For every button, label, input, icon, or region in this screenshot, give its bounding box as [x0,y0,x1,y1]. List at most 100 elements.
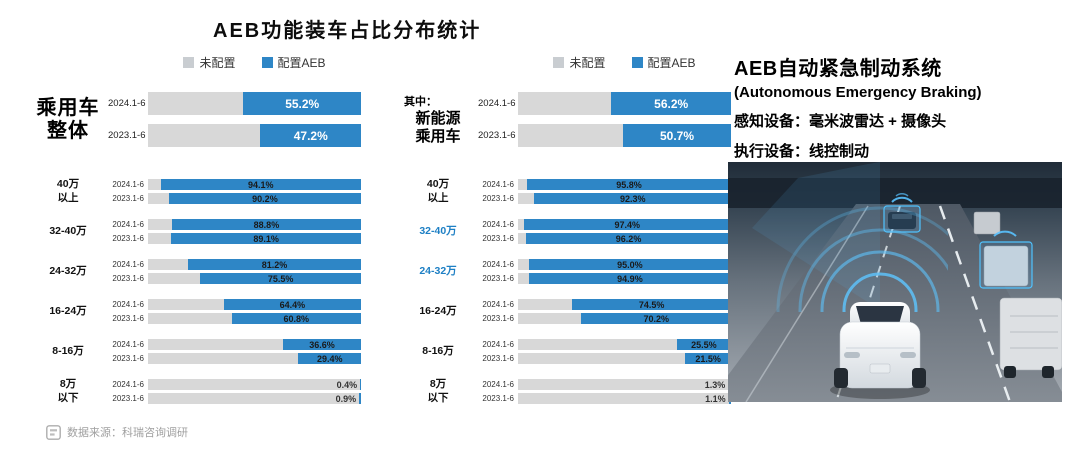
legend-item-not-equipped: 未配置 [553,54,606,71]
bar-track: 47.2% [148,124,361,147]
period-label: 2024.1-6 [482,300,514,309]
bar-row: 2024.1-6 36.6% [108,339,361,350]
parked-trucks [973,211,1062,378]
bar-track: 75.5% [148,273,361,284]
period-label: 2023.1-6 [482,274,514,283]
bar-row: 2024.1-6 64.4% [108,299,361,310]
data-source-footer: 数据来源：科瑞咨询调研 [46,424,188,440]
category-rows: 2024.1-6 1.3% 2023.1-6 1.1% [478,379,731,404]
period-label: 2024.1-6 [112,260,144,269]
aeb-bar-segment [200,273,361,284]
category-label: 32-40万 [400,219,476,244]
category-rows: 2024.1-6 97.4% 2023.1-6 96.2% [478,219,731,244]
bar-value-label: 1.3% [704,379,726,390]
aeb-bar-segment [611,92,731,115]
bar-track: 56.2% [518,92,731,115]
bar-value-label: 21.5% [695,353,721,364]
aeb-bar-segment [243,92,361,115]
perception-device-line: 感知设备：毫米波雷达 + 摄像头 [734,110,1064,131]
bar-row: 2023.1-6 0.9% [108,393,361,404]
category-rows: 2024.1-6 95.8% 2023.1-6 92.3% [478,179,731,204]
legend-gray-swatch-icon [183,56,195,68]
category-label-line: 32-40万 [419,224,457,237]
summary-section: 其中： 新能源 乘用车 2024.1-6 56.2% 2023.1-6 50.7% [400,92,731,147]
chart-legend: 未配置 配置AEB [518,54,731,71]
data-source-text: 数据来源：科瑞咨询调研 [67,427,188,439]
aeb-bar-segment [526,179,731,190]
category-label-line: 32-40万 [49,224,87,237]
aeb-bar-segment [359,393,361,404]
bar-row: 2023.1-6 47.2% [108,124,361,147]
period-label: 2023.1-6 [482,194,514,203]
aeb-system-title: AEB自动紧急制动系统 [734,58,942,80]
bar-row: 2024.1-6 1.3% [478,379,731,390]
aeb-bar-segment [260,124,361,147]
aeb-bar-segment [572,299,731,310]
category-block: 24-32万 2024.1-6 95.0% 2023.1-6 94.9% [400,259,731,284]
bar-value-label: 94.9% [617,273,643,284]
chart-new-energy: 未配置 配置AEB 其中： 新能源 乘用车 2024.1-6 56.2% 2023.1-… [400,55,731,404]
bar-value-label: 96.2% [615,233,642,244]
group-label-line: 乘用车 [415,128,461,145]
bar-track: 1.3% [518,379,731,390]
bar-track: 88.8% [148,219,361,230]
bar-track: 90.2% [148,193,361,204]
category-block: 24-32万 2024.1-6 81.2% 2023.1-6 75.5% [30,259,361,284]
category-label-line: 8万 [59,378,77,391]
legend-item-not-equipped: 未配置 [183,54,236,71]
period-label: 2024.1-6 [482,180,514,189]
lane-marking-right [938,205,1012,402]
summary-rows: 2024.1-6 55.2% 2023.1-6 47.2% [108,92,361,147]
legend-label-not-equipped: 未配置 [199,55,236,70]
category-label: 40万 以上 [30,178,106,204]
horizon-band [728,178,1062,208]
bar-track: 92.3% [518,193,731,204]
bar-row: 2023.1-6 70.2% [478,313,731,324]
aeb-bar-segment [526,233,731,244]
category-label-line: 以下 [57,391,79,404]
bar-track: 95.8% [518,179,731,190]
legend-label-equipped: 配置AEB [647,55,696,70]
bar-row: 2023.1-6 60.8% [108,313,361,324]
legend-label-equipped: 配置AEB [277,55,326,70]
bar-row: 2024.1-6 81.2% [108,259,361,270]
period-label: 2023.1-6 [482,314,514,323]
period-label: 2023.1-6 [112,234,144,243]
chart-legend: 未配置 配置AEB [148,54,361,71]
bar-track: 55.2% [148,92,361,115]
aeb-bar-segment [623,124,731,147]
bar-track: 70.2% [518,313,731,324]
bar-row: 2024.1-6 56.2% [478,92,731,115]
bar-value-label: 60.8% [283,313,310,324]
bar-value-label: 56.2% [654,96,689,111]
category-label: 8-16万 [30,339,106,364]
bar-track: 1.1% [518,393,731,404]
bar-track: 0.9% [148,393,361,404]
aeb-bar-segment [360,379,361,390]
aeb-bar-segment [171,233,361,244]
period-label: 2024.1-6 [112,380,144,389]
bar-value-label: 29.4% [316,353,343,364]
bar-value-label: 50.7% [660,128,695,143]
category-label-line: 8-16万 [52,344,84,357]
category-label: 16-24万 [400,299,476,324]
radar-arcs [752,162,948,312]
actuation-label: 执行设备： [734,143,810,160]
bar-value-label: 75.5% [267,273,294,284]
bar-row: 2024.1-6 55.2% [108,92,361,115]
category-block: 40万 以上 2024.1-6 94.1% 2023.1-6 90.2% [30,178,361,204]
bar-row: 2023.1-6 50.7% [478,124,731,147]
category-label: 8-16万 [400,339,476,364]
bar-value-label: 36.6% [309,339,335,350]
period-label: 2023.1-6 [112,394,144,403]
period-label: 2024.1-6 [482,340,514,349]
perception-value: 毫米波雷达 + 摄像头 [809,113,947,130]
category-block: 32-40万 2024.1-6 88.8% 2023.1-6 89.1% [30,219,361,244]
period-label: 2024.1-6 [482,260,514,269]
period-label: 2023.1-6 [112,194,144,203]
detected-vehicle-right [979,230,1033,289]
period-label: 2023.1-6 [482,354,514,363]
perception-label: 感知设备： [734,113,810,130]
license-plate [869,363,891,374]
